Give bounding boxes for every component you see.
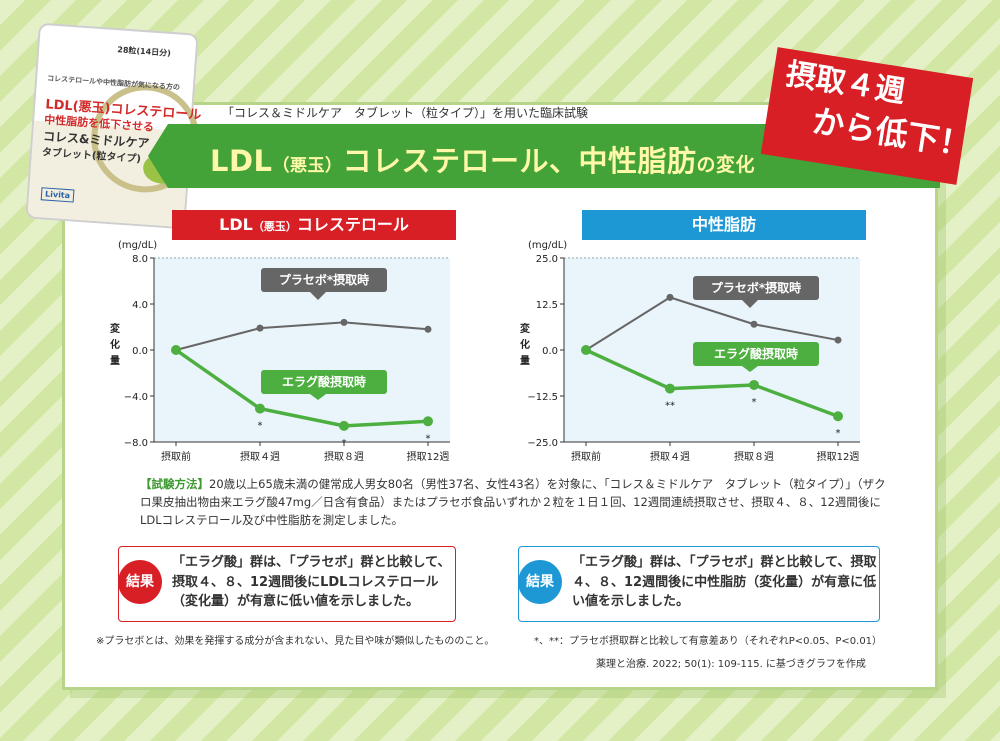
ldl-result-box [118, 546, 456, 622]
ldl-chart: (mg/dL) 変化量 8.0 4.0 0.0 −4.0 −8.0 摂取前 摂取４週 摂取８週 摂取… [110, 240, 450, 463]
y-axis-label-char: 量 [520, 354, 530, 367]
y-axis-label-char: 化 [110, 338, 120, 351]
method-body: 20歳以上65歳未満の健常成人男女80名（男性37名、女性43名）を対象に、「コ… [140, 477, 886, 527]
series-label-box [693, 276, 819, 300]
series-line [174, 348, 429, 428]
data-point [750, 320, 758, 328]
method-head: 【試験方法】 [140, 477, 209, 491]
data-point [665, 383, 675, 394]
tg-chart: (mg/dL) 変化量 25.0 12.5 0.0 −12.5 −25.0 摂取前 摂取４週 摂取… [520, 240, 860, 463]
significance-footnote: *、**：プラセボ摂取群と比較して有意差あり（それぞれP<0.05、P<0.01… [534, 636, 883, 647]
y-tick-label: 25.0 [536, 254, 558, 265]
unit-label: (mg/dL) [528, 240, 567, 251]
data-point [834, 336, 842, 344]
significance-mark: * [752, 397, 757, 408]
y-axis-label-char: 量 [110, 354, 120, 367]
x-tick-label: 摂取12週 [407, 450, 450, 463]
y-axis-label-char: 変 [110, 322, 121, 335]
series-label-box [261, 370, 387, 394]
data-point [581, 345, 591, 355]
data-point [339, 420, 349, 431]
series-label-pointer [310, 394, 326, 400]
package-subtitle: コレステロールや中性脂肪が気になる方の [46, 74, 181, 92]
series-label: エラグ酸摂取時 [282, 374, 366, 389]
data-point [423, 416, 433, 427]
ldl-title-paren: （悪玉） [252, 220, 297, 233]
data-point [749, 379, 759, 390]
series-label-pointer [310, 292, 326, 300]
series-label: プラセボ*摂取時 [279, 272, 369, 287]
y-tick-label: 0.0 [132, 346, 148, 357]
y-tick-label: 12.5 [536, 300, 558, 311]
data-point [424, 325, 432, 333]
y-tick-label: 4.0 [132, 300, 148, 311]
significance-mark: * [426, 433, 431, 444]
x-tick-label: 摂取８週 [734, 450, 774, 463]
package-count: 28粒(14日分) [117, 45, 172, 58]
y-tick-label: −8.0 [124, 438, 148, 449]
ldl-title-main: LDL [219, 215, 253, 234]
series-label: エラグ酸摂取時 [714, 346, 798, 361]
source-citation: 薬理と治療. 2022; 50(1): 109-115. に基づきグラフを作成 [596, 659, 866, 670]
series-label-box [261, 268, 387, 292]
tg-chart-title: 中性脂肪 [582, 210, 866, 240]
tg-result-box [518, 546, 880, 622]
ldl-result-text: 「エラグ酸」群は、「プラセボ」群と比較して、摂取４、８、12週間後にLDLコレス… [172, 555, 451, 609]
data-point [256, 324, 264, 332]
title-paren: （悪玉） [272, 156, 343, 176]
title-main: LDL [210, 144, 273, 178]
unit-label: (mg/dL) [118, 240, 157, 251]
data-point [171, 345, 181, 355]
series-line [585, 296, 839, 351]
y-tick-label: 0.0 [542, 346, 558, 357]
method-text: 【試験方法】20歳以上65歳未満の健常成人男女80名（男性37名、女性43名）を… [140, 475, 892, 529]
page-title: LDL（悪玉）コレステロール、中性脂肪の変化 [210, 138, 755, 180]
y-tick-label: −12.5 [527, 392, 558, 403]
tg-result-text: 「エラグ酸」群は、「プラセボ」群と比較して、摂取４、８、12週間後に中性脂肪（変… [572, 555, 877, 609]
series-label: プラセボ*摂取時 [711, 280, 801, 295]
significance-mark: * [836, 428, 841, 439]
tg-result-badge: 結果 [518, 560, 562, 604]
y-tick-label: −25.0 [527, 438, 558, 449]
x-tick-label: 摂取４週 [240, 450, 280, 463]
x-tick-label: 摂取12週 [817, 450, 860, 463]
test-caption: 「コレス＆ミドルケア タブレット（粒タイプ）」を用いた臨床試験 [222, 106, 589, 120]
series-line [175, 321, 429, 351]
placebo-footnote: ※プラセボとは、効果を発揮する成分が含まれない、見た目や味が類似したもののこと。 [96, 636, 495, 647]
y-tick-label: 8.0 [132, 254, 148, 265]
series-label-pointer [742, 300, 758, 308]
title-tail: の変化 [696, 154, 756, 176]
data-point [833, 411, 843, 422]
ldl-title-rest: コレステロール [296, 215, 409, 234]
data-point [666, 293, 674, 301]
ldl-result-badge: 結果 [118, 560, 162, 604]
ldl-chart-title: LDL（悪玉）コレステロール [172, 210, 456, 240]
package-logo: Livita [40, 187, 75, 203]
x-tick-label: 摂取前 [571, 450, 601, 463]
series-label-pointer [742, 366, 758, 372]
y-axis-label-char: 変 [520, 322, 531, 335]
y-axis-label-char: 化 [520, 338, 530, 351]
y-tick-label: −4.0 [124, 392, 148, 403]
x-tick-label: 摂取８週 [324, 450, 364, 463]
x-tick-label: 摂取前 [161, 450, 191, 463]
significance-mark: * [258, 421, 263, 432]
title-rest: コレステロール、中性脂肪 [342, 144, 697, 178]
significance-mark: ** [665, 401, 675, 412]
series-label-box [693, 342, 819, 366]
significance-mark: * [342, 438, 347, 449]
x-tick-label: 摂取４週 [650, 450, 690, 463]
series-line [585, 348, 839, 418]
data-point [340, 318, 348, 326]
data-point [255, 403, 265, 414]
